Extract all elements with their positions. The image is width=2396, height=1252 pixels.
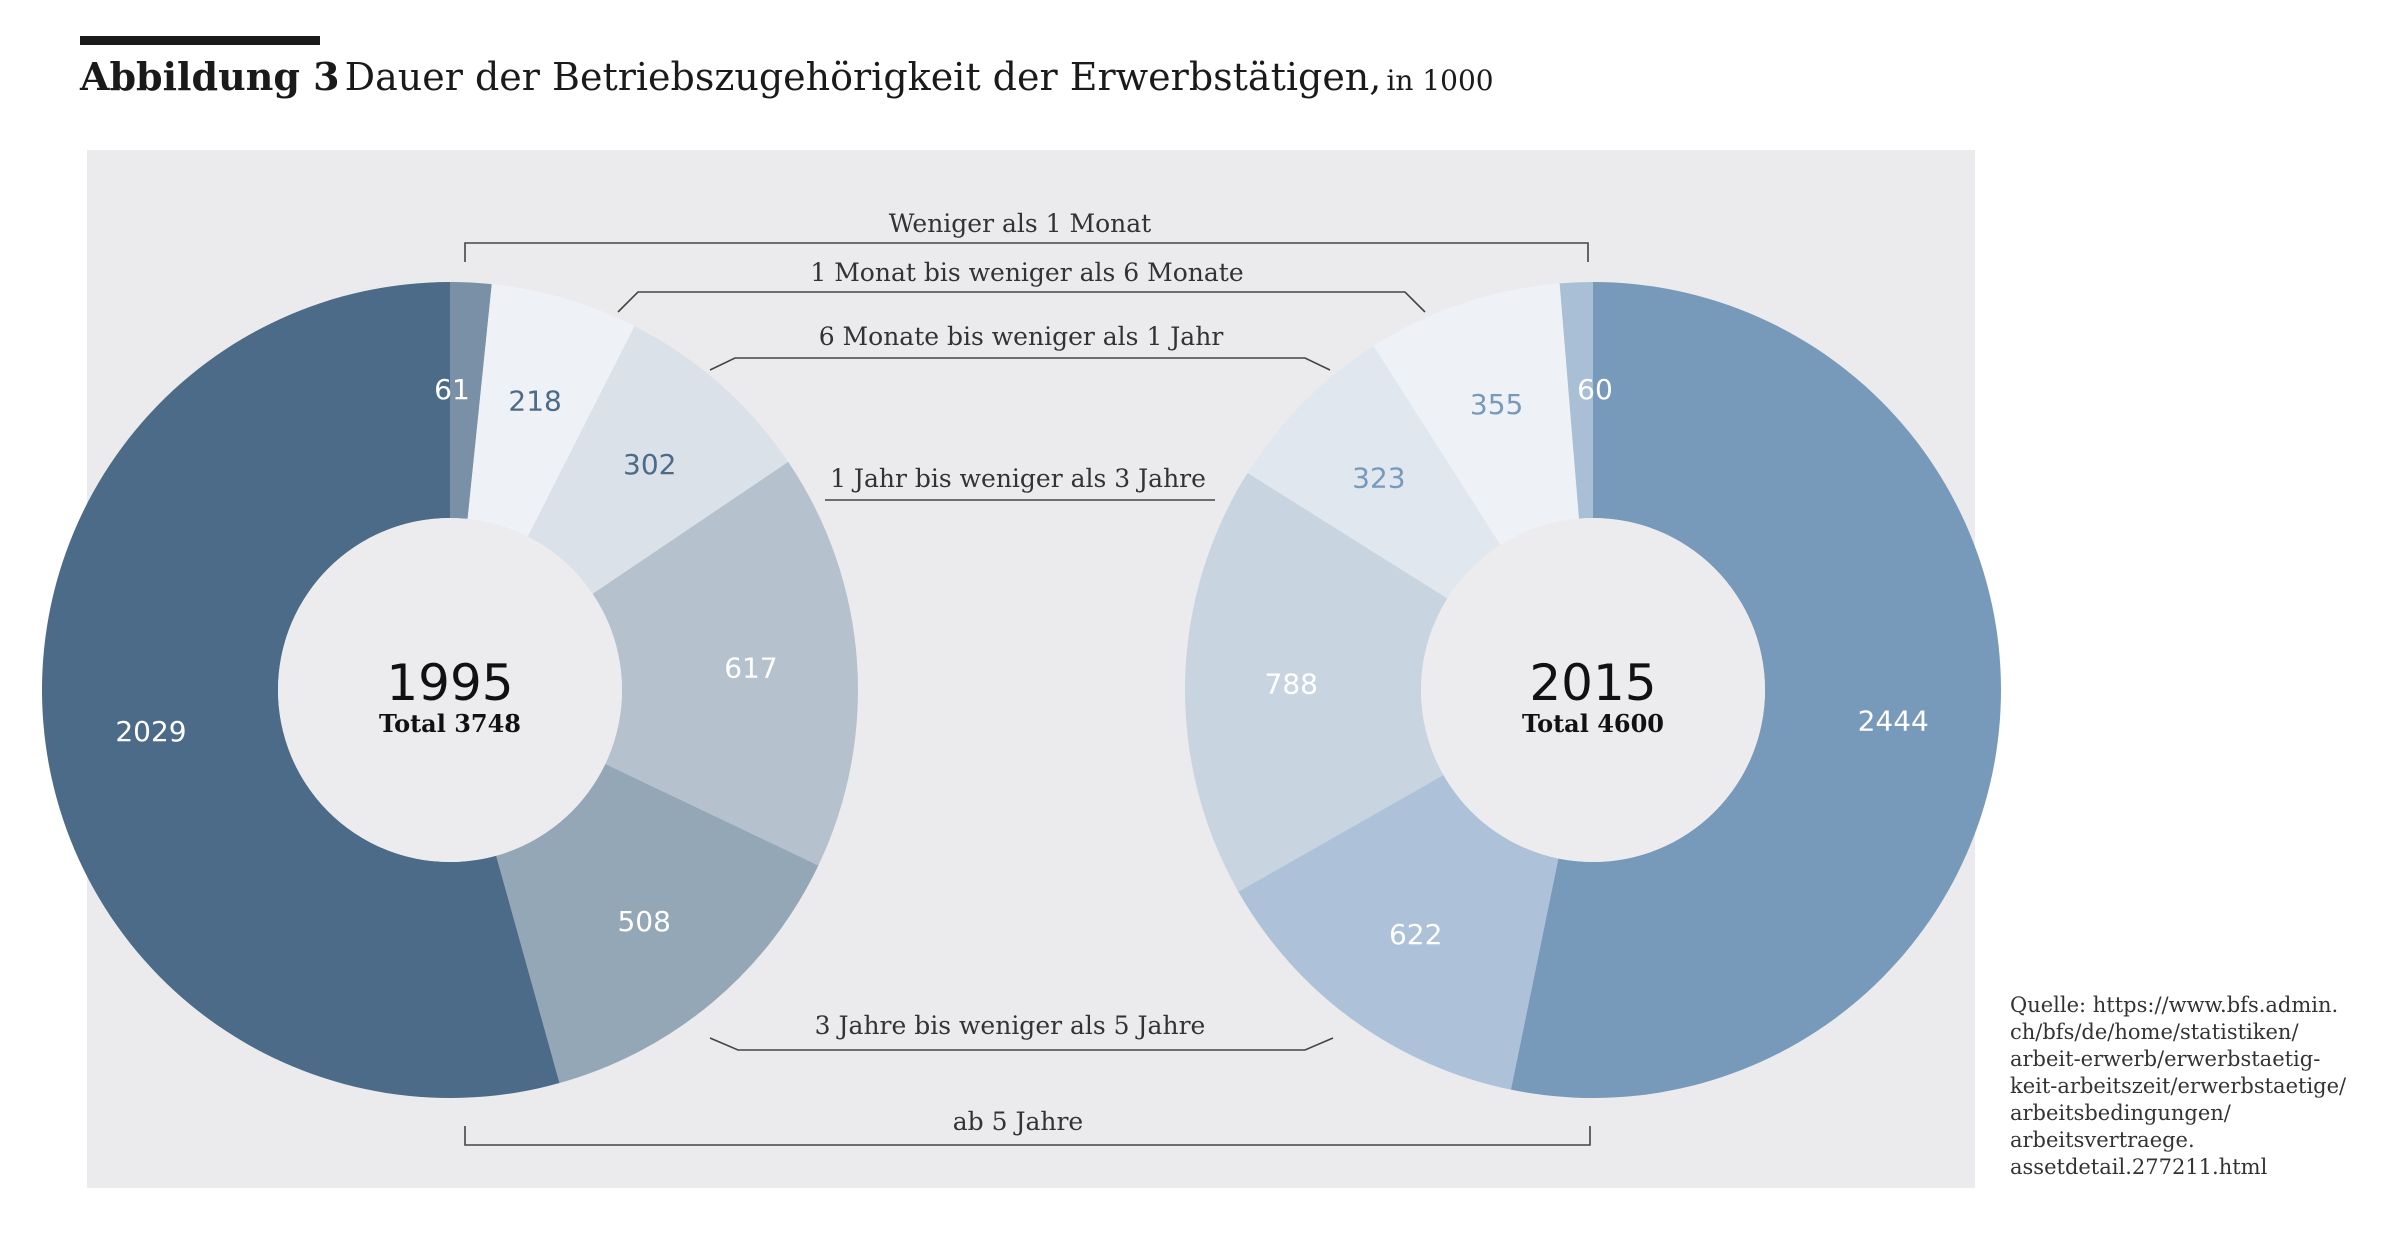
slice-2015-6-monate-bis-weniger-als-1-jahr: [1247, 346, 1501, 599]
center-total-label: Total 3748: [379, 709, 521, 738]
leader-6-monate-bis-1-jahr: [709, 357, 1331, 371]
slice-1995-1-jahr-bis-weniger-als-3-jahre: [592, 461, 859, 866]
leader-1-monat-bis-6-monate: [617, 291, 1426, 313]
leader-weniger-als-1-monat: [464, 242, 1589, 262]
category-label-3-jahre-bis-5-jahre: 3 Jahre bis weniger als 5 Jahre: [815, 1011, 1206, 1040]
source-line: arbeit-erwerb/erwerbstaetig-: [2010, 1047, 2321, 1071]
center-year-label: 1995: [386, 654, 513, 712]
category-label-1-monat-bis-6-monate: 1 Monat bis weniger als 6 Monate: [810, 258, 1243, 287]
figure-unit: in 1000: [1386, 64, 1494, 97]
category-label-weniger-als-1-monat: Weniger als 1 Monat: [889, 209, 1151, 238]
leader-ab-5-jahre: [464, 1126, 1591, 1146]
center-total-label: Total 4600: [1522, 709, 1664, 738]
slice-value-label: 788: [1265, 667, 1318, 700]
slice-1995-weniger-als-1-monat: [450, 282, 492, 519]
slice-1995-ab-5-jahre: [42, 282, 560, 1098]
slice-2015-ab-5-jahre: [1510, 282, 2001, 1098]
donut-center: [278, 518, 622, 862]
slice-value-label: 302: [623, 448, 676, 481]
slice-2015-3-jahre-bis-weniger-als-5-jahre: [1238, 775, 1559, 1090]
title-accent-bar: [80, 36, 320, 45]
center-year-label: 2015: [1529, 654, 1656, 712]
slice-value-label: 622: [1389, 918, 1442, 951]
category-label-1-jahr-bis-3-jahre: 1 Jahr bis weniger als 3 Jahre: [830, 464, 1206, 493]
leader-3-jahre-bis-5-jahre: [709, 1037, 1334, 1051]
slice-value-label: 60: [1577, 373, 1613, 406]
source-line: arbeitsvertraege.: [2010, 1128, 2195, 1152]
slice-1995-3-jahre-bis-weniger-als-5-jahre: [496, 763, 819, 1084]
slice-1995-1-monat-bis-weniger-als-6-monate: [467, 284, 635, 537]
slice-value-label: 323: [1352, 461, 1405, 494]
source-line: assetdetail.277211.html: [2010, 1155, 2268, 1179]
category-labels: Weniger als 1 Monat 1 Monat bis weniger …: [810, 209, 1243, 1136]
slice-2015-weniger-als-1-monat: [1559, 282, 1593, 519]
slice-value-label: 2444: [1858, 705, 1929, 738]
source-line: Quelle: https://www.bfs.admin.: [2010, 993, 2339, 1017]
source-note: Quelle: https://www.bfs.admin. ch/bfs/de…: [2010, 992, 2380, 1181]
figure-title-text: Dauer der Betriebszugehörigkeit der Erwe…: [344, 55, 1382, 99]
slice-value-label: 355: [1470, 388, 1523, 421]
slice-2015-1-monat-bis-weniger-als-6-monate: [1373, 283, 1579, 545]
category-leaders: [464, 242, 1591, 1146]
figure-label: Abbildung 3: [80, 54, 340, 99]
slice-value-label: 61: [434, 373, 470, 406]
slice-1995-6-monate-bis-weniger-als-1-jahr: [527, 326, 789, 594]
slice-value-label: 617: [724, 652, 777, 685]
source-line: arbeitsbedingungen/: [2010, 1101, 2231, 1125]
figure-title: Abbildung 3 Dauer der Betriebszugehörigk…: [80, 54, 1494, 99]
slice-value-label: 508: [617, 905, 670, 938]
category-label-6-monate-bis-1-jahr: 6 Monate bis weniger als 1 Jahr: [819, 322, 1224, 351]
source-line: keit-arbeitszeit/erwerbstaetige/: [2010, 1074, 2347, 1098]
slice-value-label: 2029: [115, 715, 186, 748]
source-line: ch/bfs/de/home/statistiken/: [2010, 1020, 2299, 1044]
slice-2015-1-jahr-bis-weniger-als-3-jahre: [1185, 472, 1448, 892]
slice-value-label: 218: [508, 384, 561, 417]
donut-center: [1421, 518, 1765, 862]
category-label-ab-5-jahre: ab 5 Jahre: [953, 1107, 1083, 1136]
